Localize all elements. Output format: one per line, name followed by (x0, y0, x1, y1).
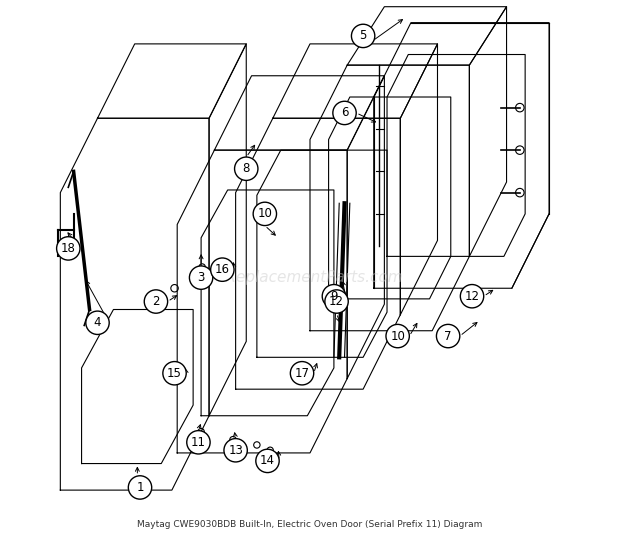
Circle shape (224, 438, 247, 462)
Text: 17: 17 (294, 367, 309, 380)
Circle shape (460, 285, 484, 308)
Text: 6: 6 (341, 106, 348, 120)
Text: 18: 18 (61, 242, 76, 255)
Circle shape (352, 24, 375, 48)
Circle shape (187, 430, 210, 454)
Text: Maytag CWE9030BDB Built-In, Electric Oven Door (Serial Prefix 11) Diagram: Maytag CWE9030BDB Built-In, Electric Ove… (137, 520, 483, 529)
Text: 14: 14 (260, 454, 275, 467)
Text: 15: 15 (167, 367, 182, 380)
Circle shape (333, 101, 356, 124)
Circle shape (322, 285, 345, 308)
Circle shape (386, 324, 409, 348)
Circle shape (234, 157, 258, 180)
Text: 1: 1 (136, 481, 144, 494)
Text: 10: 10 (390, 329, 405, 342)
Circle shape (190, 266, 213, 289)
Circle shape (163, 362, 186, 385)
Circle shape (86, 311, 109, 334)
Text: 9: 9 (330, 290, 338, 303)
Text: 8: 8 (242, 162, 250, 175)
Circle shape (56, 237, 80, 260)
Circle shape (144, 290, 167, 313)
Text: 3: 3 (197, 271, 205, 284)
Text: 11: 11 (191, 436, 206, 449)
Circle shape (436, 324, 460, 348)
Circle shape (211, 258, 234, 281)
Circle shape (290, 362, 314, 385)
Text: eReplacementParts.com: eReplacementParts.com (216, 270, 404, 285)
Circle shape (253, 202, 277, 225)
Text: 12: 12 (464, 290, 479, 303)
Text: 10: 10 (257, 207, 272, 221)
Text: 2: 2 (152, 295, 160, 308)
Circle shape (128, 476, 152, 499)
Text: 7: 7 (445, 329, 452, 342)
Text: 4: 4 (94, 316, 101, 329)
Text: 12: 12 (329, 295, 344, 308)
Text: 13: 13 (228, 444, 243, 457)
Text: 5: 5 (360, 29, 367, 42)
Circle shape (325, 290, 348, 313)
Text: 16: 16 (215, 263, 230, 276)
Circle shape (256, 449, 279, 473)
